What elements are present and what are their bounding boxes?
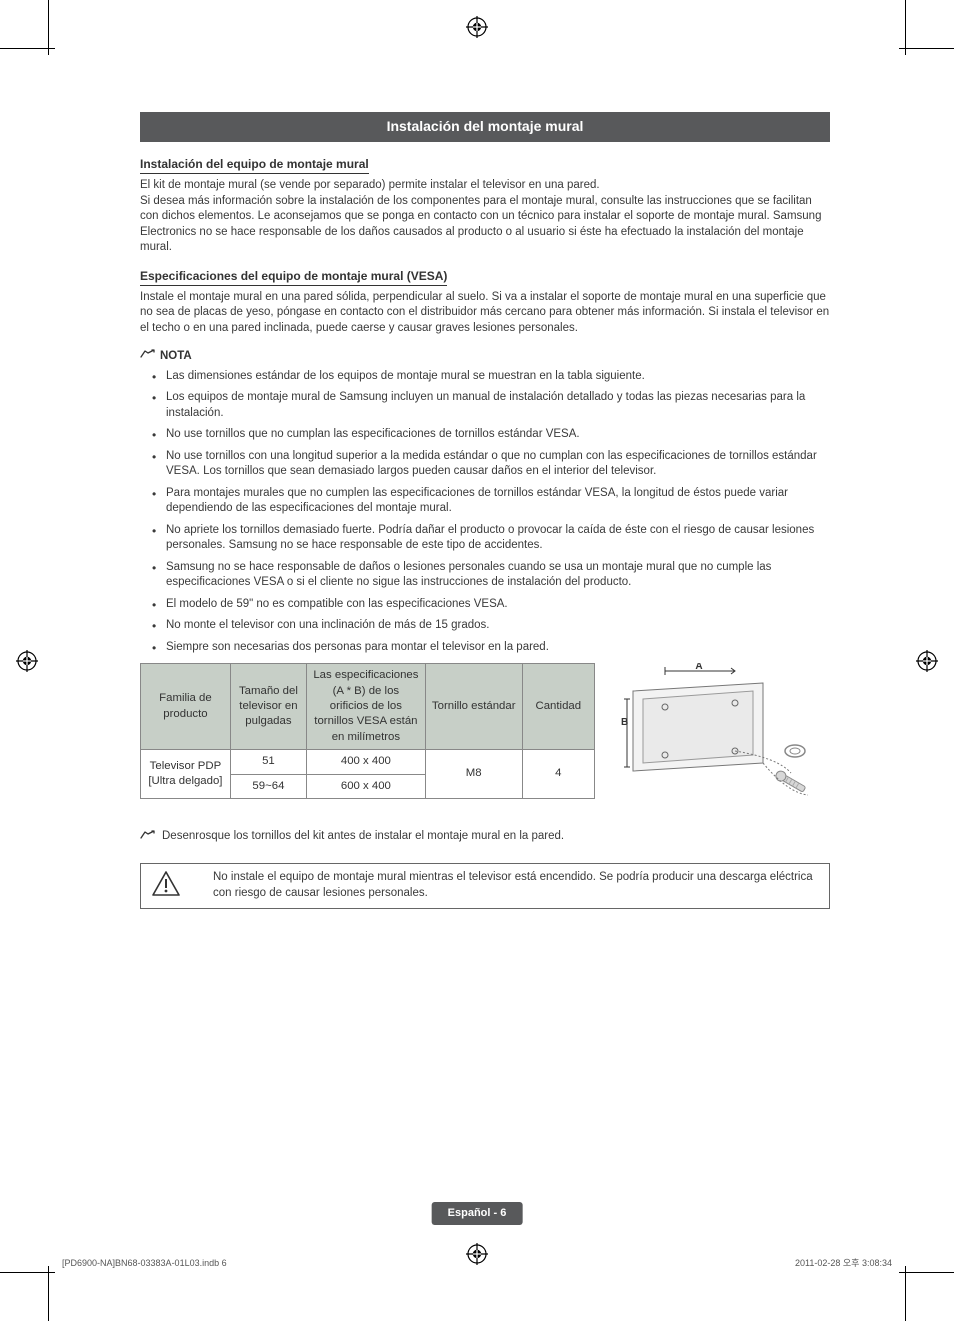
registration-mark-left: [16, 650, 38, 672]
table-cell: Televisor PDP [Ultra delgado]: [141, 750, 231, 799]
table-cell: 59~64: [230, 774, 306, 798]
table-cell: M8: [425, 750, 522, 799]
subheading: Instalación del equipo de montaje mural: [140, 156, 369, 174]
table-cell: 4: [522, 750, 594, 799]
list-item: Para montajes murales que no cumplen las…: [152, 486, 830, 517]
note-header: NOTA: [140, 348, 830, 364]
text: El kit de montaje mural (se vende por se…: [140, 179, 600, 191]
table-cell: 51: [230, 750, 306, 774]
registration-mark-right: [916, 650, 938, 672]
list-item: No use tornillos con una longitud superi…: [152, 449, 830, 480]
table-and-diagram: Familia de producto Tamaño del televisor…: [140, 663, 830, 803]
vesa-spec-table: Familia de producto Tamaño del televisor…: [140, 663, 595, 799]
svg-text:A: A: [695, 663, 702, 672]
note-label: NOTA: [160, 349, 192, 365]
list-item: No use tornillos que no cumplan las espe…: [152, 427, 830, 443]
vesa-plate-diagram: A B: [613, 663, 818, 803]
subheading: Especificaciones del equipo de montaje m…: [140, 268, 447, 286]
table-cell: 400 x 400: [306, 750, 425, 774]
footer-right: 2011-02-28 오후 3:08:34: [795, 1257, 892, 1269]
footer-left: [PD6900-NA]BN68-03383A-01L03.indb 6: [62, 1257, 227, 1269]
paragraph: El kit de montaje mural (se vende por se…: [140, 178, 830, 256]
list-item: El modelo de 59" no es compatible con la…: [152, 597, 830, 613]
crop-mark: [899, 1272, 954, 1273]
content-area: Instalación del montaje mural Instalació…: [140, 112, 830, 909]
table-header: Cantidad: [522, 664, 594, 750]
note-text: Desenrosque los tornillos del kit antes …: [162, 829, 564, 845]
note-list: Las dimensiones estándar de los equipos …: [140, 369, 830, 656]
note-line: Desenrosque los tornillos del kit antes …: [140, 829, 830, 847]
list-item: Siempre son necesarias dos personas para…: [152, 640, 830, 656]
page: Instalación del montaje mural Instalació…: [0, 0, 954, 1321]
hand-note-icon: [140, 348, 156, 364]
table-header: Las especificaciones (A * B) de los orif…: [306, 664, 425, 750]
warning-icon: [151, 870, 181, 902]
registration-mark-top: [466, 16, 488, 38]
list-item: Las dimensiones estándar de los equipos …: [152, 369, 830, 385]
table-header: Tamaño del televisor en pulgadas: [230, 664, 306, 750]
crop-mark: [48, 1266, 49, 1321]
crop-mark: [905, 1266, 906, 1321]
warning-text: No instale el equipo de montaje mural mi…: [213, 870, 819, 901]
crop-mark: [899, 48, 954, 49]
section-install-equipment: Instalación del equipo de montaje mural …: [140, 156, 830, 256]
section-banner: Instalación del montaje mural: [140, 112, 830, 142]
table-header: Tornillo estándar: [425, 664, 522, 750]
crop-mark: [905, 0, 906, 55]
print-footer: [PD6900-NA]BN68-03383A-01L03.indb 6 2011…: [62, 1257, 892, 1269]
section-vesa-specs: Especificaciones del equipo de montaje m…: [140, 268, 830, 337]
list-item: No apriete los tornillos demasiado fuert…: [152, 523, 830, 554]
list-item: Los equipos de montaje mural de Samsung …: [152, 390, 830, 421]
crop-mark: [48, 0, 49, 55]
crop-mark: [0, 1272, 55, 1273]
table-header: Familia de producto: [141, 664, 231, 750]
list-item: No monte el televisor con una inclinació…: [152, 618, 830, 634]
page-number-pill: Español - 6: [432, 1202, 523, 1225]
text: Si desea más información sobre la instal…: [140, 195, 821, 254]
table-cell: 600 x 400: [306, 774, 425, 798]
paragraph: Instale el montaje mural en una pared só…: [140, 290, 830, 337]
crop-mark: [0, 48, 55, 49]
warning-box: No instale el equipo de montaje mural mi…: [140, 863, 830, 909]
hand-note-icon: [140, 829, 156, 847]
list-item: Samsung no se hace responsable de daños …: [152, 560, 830, 591]
